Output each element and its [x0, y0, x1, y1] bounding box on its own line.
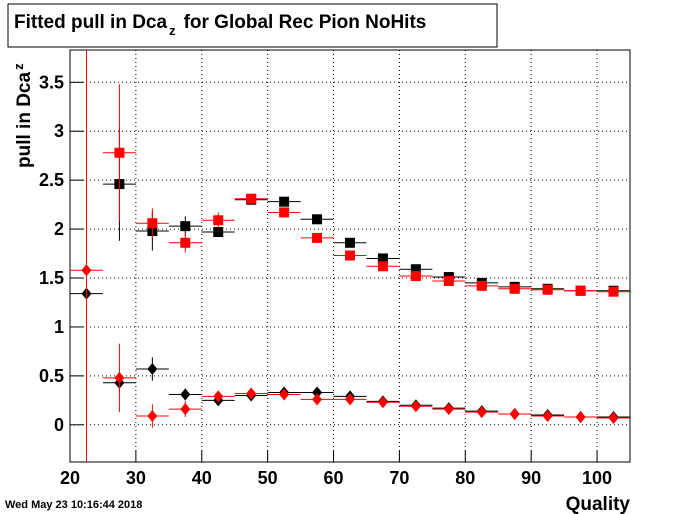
marker-diamond	[81, 264, 92, 277]
marker-square	[180, 221, 191, 232]
marker-diamond	[575, 410, 586, 423]
marker-diamond	[608, 411, 619, 424]
marker-diamond	[213, 390, 224, 403]
marker-diamond	[542, 410, 553, 423]
x-tick-label: 90	[521, 468, 541, 488]
x-tick-label: 20	[60, 468, 80, 488]
x-tick-label: 40	[192, 468, 212, 488]
marker-square	[180, 237, 191, 248]
y-tick-label: 0	[54, 415, 64, 435]
x-axis-label: Quality	[566, 494, 631, 514]
y-axis-label: pull in Dca z	[11, 63, 35, 168]
title-main: Fitted pull in Dca	[14, 12, 167, 33]
x-tick-label: 60	[324, 468, 344, 488]
timestamp: Wed May 23 10:16:44 2018	[5, 499, 142, 511]
marker-square	[509, 283, 520, 294]
marker-diamond	[147, 363, 158, 376]
marker-diamond	[180, 403, 191, 416]
marker-diamond	[312, 386, 323, 399]
chart-title: Fitted pull in Dca z for Global Rec Pion N…	[14, 12, 426, 38]
marker-square	[312, 214, 323, 225]
y-tick-label: 1.5	[39, 268, 64, 288]
ylabel-sub: z	[11, 63, 26, 70]
marker-square	[443, 275, 454, 286]
marker-square	[279, 196, 290, 207]
x-tick-label: 80	[455, 468, 475, 488]
marker-diamond	[476, 406, 487, 419]
marker-square	[476, 280, 487, 291]
marker-square	[213, 215, 224, 226]
marker-square	[345, 237, 355, 248]
y-tick-label: 0.5	[39, 366, 64, 386]
marker-diamond	[377, 396, 388, 409]
plot-area	[69, 49, 631, 463]
marker-square	[114, 147, 125, 158]
marker-square	[377, 253, 388, 264]
marker-square	[410, 264, 421, 275]
marker-square	[213, 227, 224, 238]
marker-diamond	[279, 388, 290, 401]
title-box	[7, 3, 498, 48]
marker-diamond	[312, 393, 323, 406]
marker-square	[345, 250, 355, 261]
title-sub: z	[169, 23, 176, 38]
marker-diamond	[114, 371, 125, 384]
marker-square	[410, 271, 421, 282]
marker-square	[608, 286, 619, 297]
marker-diamond	[509, 408, 520, 421]
y-tick-label: 3.5	[39, 72, 64, 92]
x-tick-label: 50	[258, 468, 278, 488]
y-tick-label: 1	[54, 317, 64, 337]
data-layer	[70, 50, 630, 462]
marker-diamond	[345, 393, 355, 406]
marker-square	[147, 218, 158, 229]
marker-diamond	[147, 410, 158, 423]
x-tick-label: 100	[582, 468, 612, 488]
x-tick-label: 30	[126, 468, 146, 488]
x-tick-label: 70	[389, 468, 409, 488]
marker-diamond	[246, 387, 257, 400]
title-rest: for Global Rec Pion NoHits	[184, 12, 427, 33]
marker-diamond	[443, 403, 454, 416]
y-tick-label: 3	[54, 121, 64, 141]
marker-square	[312, 232, 323, 243]
marker-square	[246, 193, 257, 204]
marker-square	[542, 284, 553, 295]
marker-square	[279, 207, 290, 218]
ylabel-main: pull in Dca	[14, 72, 35, 169]
marker-diamond	[410, 400, 421, 413]
plot-frame	[69, 49, 631, 463]
marker-diamond	[180, 388, 191, 401]
y-tick-label: 2	[54, 219, 64, 239]
marker-square	[575, 285, 586, 296]
marker-square	[377, 261, 388, 272]
y-tick-label: 2.5	[39, 170, 64, 190]
